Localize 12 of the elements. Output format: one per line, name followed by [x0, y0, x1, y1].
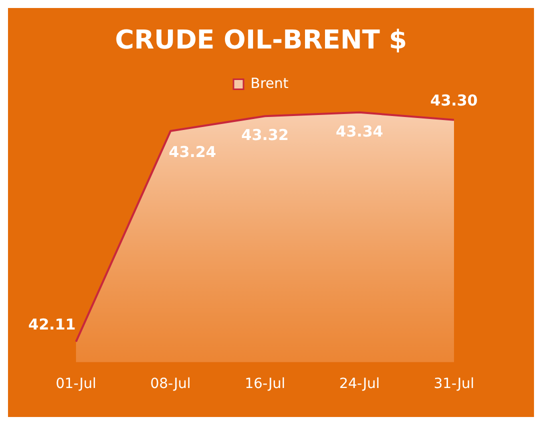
- x-tick-label: 16-Jul: [244, 376, 286, 392]
- x-tick-label: 31-Jul: [434, 376, 474, 392]
- data-label: 43.24: [168, 142, 216, 161]
- data-label: 42.11: [28, 316, 76, 334]
- data-label: 43.32: [241, 126, 289, 144]
- data-label: 43.34: [336, 122, 384, 140]
- data-label: 43.30: [430, 92, 478, 110]
- legend-label: Brent: [250, 76, 290, 92]
- x-tick-label: 24-Jul: [339, 376, 380, 392]
- x-tick-label: 08-Jul: [150, 376, 191, 392]
- chart-title: CRUDE OIL-BRENT $: [115, 25, 407, 56]
- x-tick-label: 01-Jul: [56, 376, 96, 392]
